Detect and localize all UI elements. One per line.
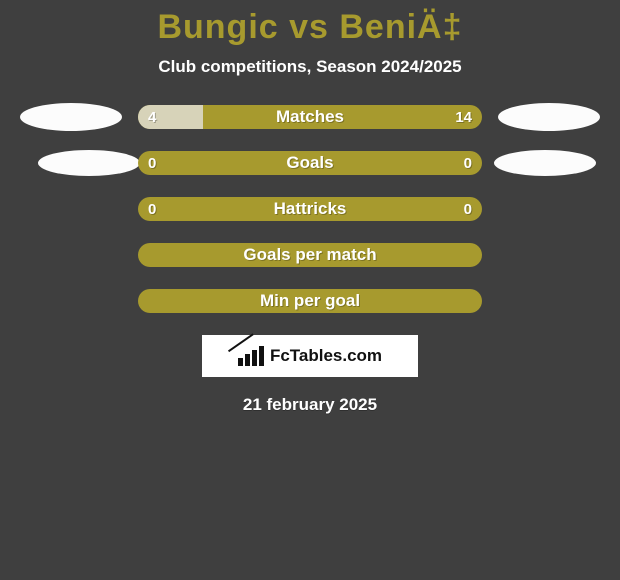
stat-label: Goals per match [138,243,482,267]
generated-date: 21 february 2025 [0,395,620,415]
stat-label: Hattricks [138,197,482,221]
stat-bar: Goals per match [138,243,482,267]
player1-indicator [16,148,126,178]
comparison-row: Goals0 0 [10,151,610,175]
player1-indicator [16,102,126,132]
player2-indicator [494,240,604,270]
stat-value-player2: 0 [454,151,482,175]
player-ellipse-icon [494,150,596,176]
player1-indicator [16,286,126,316]
stat-bar: Goals0 0 [138,151,482,175]
logo-text: FcTables.com [270,346,382,366]
player1-indicator [16,194,126,224]
player2-indicator [494,194,604,224]
player-ellipse-icon [498,103,600,131]
comparison-row: Min per goal [10,289,610,313]
stat-value-player1: 0 [138,197,166,221]
stat-bar: Matches4 14 [138,105,482,129]
stat-bar: Hattricks0 0 [138,197,482,221]
stat-label: Matches [138,105,482,129]
player2-indicator [494,102,604,132]
stat-label: Goals [138,151,482,175]
comparison-row: Matches4 14 [10,105,610,129]
stat-label: Min per goal [138,289,482,313]
player-ellipse-icon [38,150,140,176]
logo-bars-icon [238,346,264,366]
comparison-row: Hattricks0 0 [10,197,610,221]
stat-value-player2: 14 [445,105,482,129]
player-ellipse-icon [20,103,122,131]
stat-value-player1: 4 [138,105,166,129]
stat-value-player1: 0 [138,151,166,175]
player2-indicator [494,286,604,316]
subtitle: Club competitions, Season 2024/2025 [0,57,620,77]
player1-indicator [16,240,126,270]
fctables-logo: FcTables.com [202,335,418,377]
comparison-row: Goals per match [10,243,610,267]
page-title: Bungic vs BeniÄ‡ [0,0,620,47]
stat-value-player2: 0 [454,197,482,221]
stat-bar: Min per goal [138,289,482,313]
comparison-rows: Matches414Goals00Hattricks00Goals per ma… [0,105,620,313]
player2-indicator [494,148,604,178]
